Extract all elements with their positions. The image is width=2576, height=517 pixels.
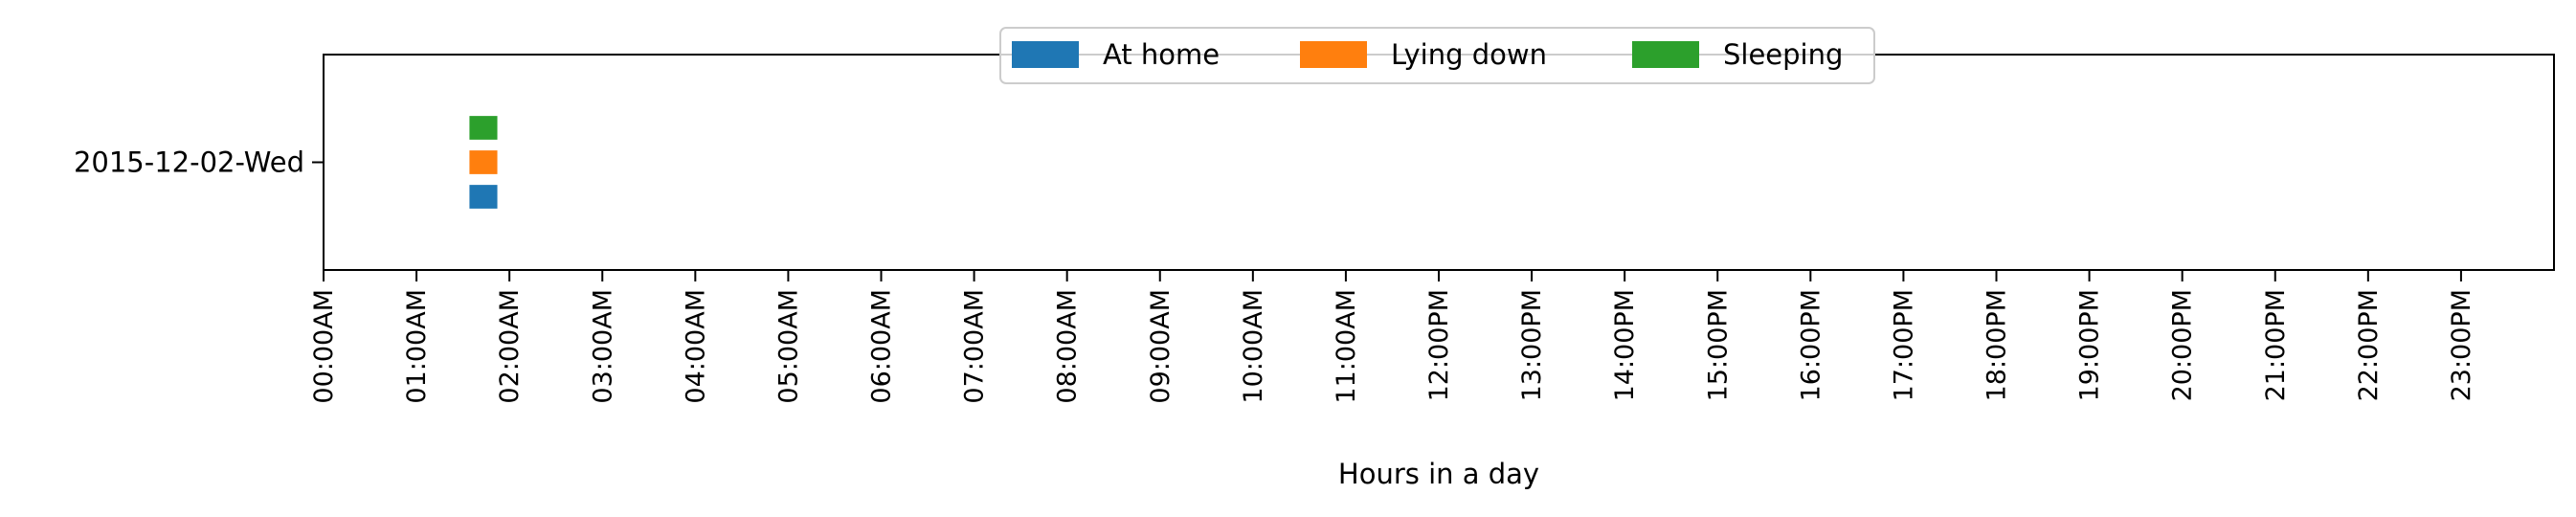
x-tick-label: 04:00AM: [681, 289, 710, 404]
x-tick-label: 07:00AM: [960, 289, 990, 404]
x-tick-label: 03:00AM: [588, 289, 617, 404]
x-tick-label: 09:00AM: [1146, 289, 1176, 404]
x-tick-label: 22:00PM: [2354, 289, 2384, 401]
x-tick-label: 05:00AM: [773, 289, 803, 404]
x-tick-label: 02:00AM: [495, 289, 525, 404]
x-tick-label: 06:00AM: [867, 289, 897, 404]
legend-swatch: [1012, 41, 1079, 68]
x-tick-label: 20:00PM: [2168, 289, 2198, 401]
x-tick-label: 19:00PM: [2075, 289, 2105, 401]
x-tick-label: 18:00PM: [1982, 289, 2012, 401]
y-tick-label: 2015-12-02-Wed: [74, 146, 304, 179]
legend-swatch: [1632, 41, 1699, 68]
x-axis-label: Hours in a day: [1338, 458, 1539, 490]
x-tick-label: 10:00AM: [1239, 289, 1268, 404]
y-axis: 2015-12-02-Wed: [74, 146, 324, 179]
legend-label: Lying down: [1391, 38, 1547, 71]
bar-lying-down: [469, 150, 498, 174]
legend-label: Sleeping: [1723, 38, 1843, 71]
x-tick-label: 21:00PM: [2261, 289, 2291, 401]
legend-label: At home: [1103, 38, 1220, 71]
x-axis: 00:00AM 01:00AM 02:00AM 03:00AM 04:00AM 05:00…: [309, 270, 2476, 404]
bar-at-home: [469, 185, 498, 209]
x-tick-label: 00:00AM: [309, 289, 339, 404]
x-tick-label: 01:00AM: [402, 289, 432, 404]
bar-sleeping: [469, 116, 498, 140]
x-tick-label: 17:00PM: [1889, 289, 1918, 401]
legend-swatch: [1300, 41, 1367, 68]
x-tick-label: 16:00PM: [1796, 289, 1826, 401]
x-tick-label: 08:00AM: [1053, 289, 1083, 404]
bar-layer: [469, 116, 498, 209]
legend: At home Lying down Sleeping: [999, 27, 1875, 84]
x-tick-label: 13:00PM: [1517, 289, 1547, 401]
plot-frame: [323, 54, 2555, 271]
x-tick-label: 12:00PM: [1424, 289, 1454, 401]
x-tick-label: 23:00PM: [2447, 289, 2476, 401]
x-tick-label: 14:00PM: [1610, 289, 1640, 401]
x-tick-label: 11:00AM: [1332, 289, 1361, 404]
x-tick-label: 15:00PM: [1703, 289, 1733, 401]
